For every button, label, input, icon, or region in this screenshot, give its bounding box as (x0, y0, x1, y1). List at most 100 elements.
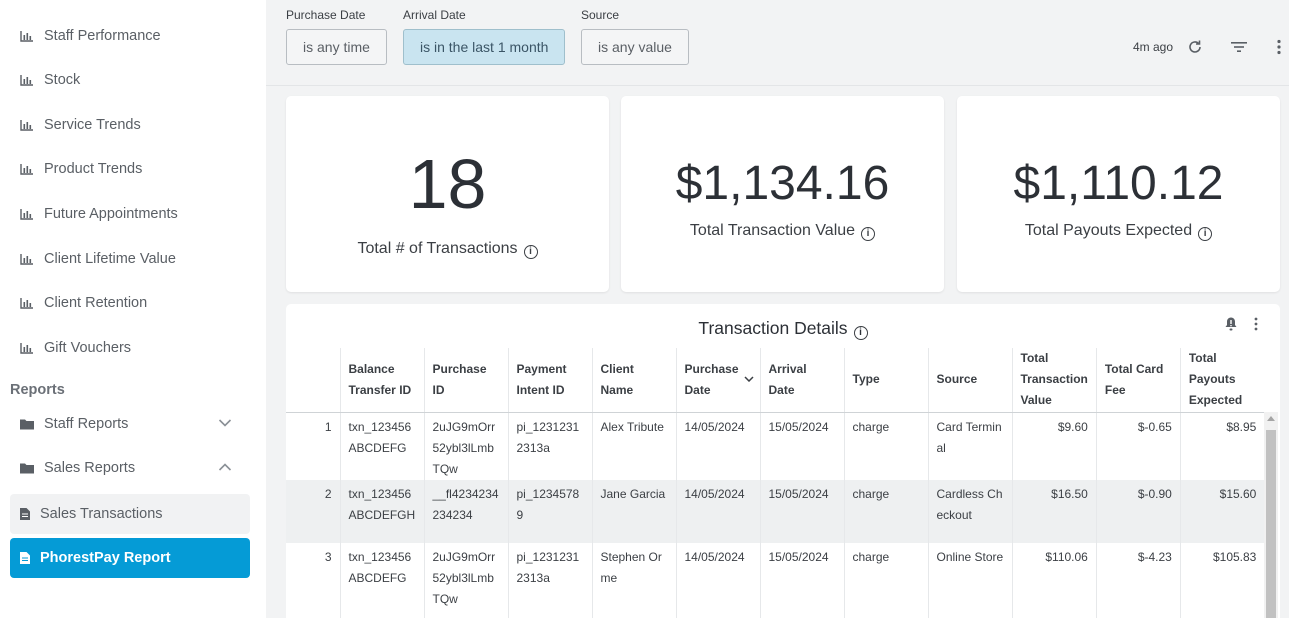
table-cell: __fl4234234234234 (423, 479, 508, 543)
column-header[interactable]: Total Payouts Expected (1179, 348, 1265, 413)
sidebar: Staff Performance Stock Service Trends P… (0, 0, 266, 618)
sidebar-item-staff-performance[interactable]: Staff Performance (20, 24, 161, 48)
table-row[interactable]: 1 txn_123456ABCDEFG 2uJG9mOrr52ybl3lLmbT… (286, 412, 1265, 480)
chevron-down-icon[interactable] (218, 418, 232, 428)
last-updated-text: 4m ago (1133, 40, 1174, 54)
table-row[interactable]: 3 txn_123456ABCDEFG 2uJG9mOrr52ybl3lLmbT… (286, 542, 1265, 618)
table-cell: charge (843, 542, 928, 618)
column-header-sorted[interactable]: Purchase Date (675, 348, 760, 413)
table-cell: $110.06 (1011, 542, 1097, 618)
filter-label: Source (581, 8, 620, 22)
scrollbar-thumb[interactable] (1266, 430, 1276, 618)
sort-descending-icon[interactable] (743, 376, 754, 382)
column-header[interactable]: Total Card Fee (1095, 348, 1181, 413)
column-header[interactable]: Type (843, 348, 928, 413)
table-cell: Online Store (927, 542, 1012, 618)
filter-label: Purchase Date (286, 8, 366, 22)
table-row[interactable]: 2 txn_123456ABCDEFGH __fl4234234234234 p… (286, 479, 1265, 543)
table-cell: Cardless Checkout (927, 479, 1012, 543)
sidebar-item-label: Client Retention (44, 295, 148, 311)
table-cell: txn_123456ABCDEFG (339, 542, 424, 618)
bar-chart-icon (20, 209, 33, 220)
sidebar-item-label: Gift Vouchers (44, 340, 132, 356)
refresh-icon[interactable] (1186, 38, 1204, 56)
kpi-label: Total Transaction Value (689, 222, 856, 239)
scroll-up-arrow-icon[interactable] (1267, 416, 1275, 421)
bar-chart-icon (20, 343, 33, 354)
sidebar-folder-staff-reports[interactable]: Staff Reports (20, 412, 240, 436)
column-header[interactable]: Total Transaction Value (1011, 348, 1097, 413)
sidebar-item-label: Client Lifetime Value (44, 251, 176, 267)
column-header-index (286, 348, 340, 413)
sidebar-item-client-retention[interactable]: Client Retention (20, 291, 147, 315)
filter-icon[interactable] (1230, 38, 1248, 56)
info-icon[interactable]: i (861, 227, 876, 241)
info-icon[interactable]: i (523, 245, 538, 259)
kpi-card-transactions: 18 Total # of Transactions i (286, 96, 609, 292)
info-icon[interactable]: i (1198, 227, 1213, 241)
sidebar-item-label: PhorestPay Report (40, 550, 171, 566)
sidebar-item-phorestpay-report[interactable]: PhorestPay Report (10, 538, 250, 578)
bar-chart-icon (20, 254, 33, 265)
filter-source: Source is any value (581, 8, 689, 65)
column-header[interactable]: Payment Intent ID (507, 348, 592, 413)
kpi-value: $1,134.16 (675, 157, 890, 210)
kpi-label: Total # of Transactions (357, 240, 518, 257)
bar-chart-icon (20, 298, 33, 309)
filter-arrival-date-button[interactable]: is in the last 1 month (403, 29, 566, 65)
sidebar-item-product-trends[interactable]: Product Trends (20, 157, 142, 181)
chevron-up-icon[interactable] (218, 462, 232, 472)
column-header[interactable]: Arrival Date (759, 348, 844, 413)
table-cell: pi_12312312313a (507, 412, 592, 480)
panel-title-row: Transaction Details i (286, 318, 1280, 340)
folder-icon (20, 463, 34, 474)
table-cell: $16.50 (1011, 479, 1097, 543)
kpi-label-row: Total Transaction Value i (621, 222, 944, 241)
table-cell: 14/05/2024 (675, 542, 760, 618)
sidebar-item-label: Service Trends (44, 117, 141, 133)
column-header[interactable]: Source (927, 348, 1012, 413)
table-cell: 15/05/2024 (759, 542, 844, 618)
more-vertical-icon[interactable] (1248, 316, 1264, 332)
sidebar-item-service-trends[interactable]: Service Trends (20, 113, 141, 137)
info-icon[interactable]: i (853, 326, 868, 340)
kpi-label-row: Total Payouts Expected i (957, 222, 1280, 241)
table-cell: pi_12345789 (507, 479, 592, 543)
kpi-card-payouts-expected: $1,110.12 Total Payouts Expected i (957, 96, 1280, 292)
table-cell: 15/05/2024 (759, 412, 844, 480)
bar-chart-icon (20, 164, 33, 175)
filter-label: Arrival Date (403, 8, 466, 22)
kpi-label: Total Payouts Expected (1024, 222, 1193, 239)
filter-source-button[interactable]: is any value (581, 29, 689, 65)
document-icon (20, 552, 30, 564)
table-cell: 14/05/2024 (675, 412, 760, 480)
document-icon (20, 508, 30, 520)
sidebar-item-gift-vouchers[interactable]: Gift Vouchers (20, 336, 131, 360)
table-cell: $105.83 (1179, 542, 1265, 618)
column-header[interactable]: Purchase ID (423, 348, 508, 413)
sidebar-item-stock[interactable]: Stock (20, 68, 80, 92)
sidebar-item-label: Sales Transactions (40, 506, 163, 522)
table-cell: Card Terminal (927, 412, 1012, 480)
filter-purchase-date-button[interactable]: is any time (286, 29, 387, 65)
column-header[interactable]: Client Name (591, 348, 676, 413)
folder-icon (20, 419, 34, 430)
alert-bell-icon[interactable] (1223, 316, 1239, 332)
kpi-card-transaction-value: $1,134.16 Total Transaction Value i (621, 96, 944, 292)
table-cell: txn_123456ABCDEFG (339, 412, 424, 480)
folder-label: Staff Reports (44, 416, 129, 432)
sidebar-item-future-appointments[interactable]: Future Appointments (20, 202, 178, 226)
sidebar-folder-sales-reports[interactable]: Sales Reports (20, 456, 240, 480)
table-cell: Jane Garcia (591, 479, 676, 543)
table-cell: $15.60 (1179, 479, 1265, 543)
column-header[interactable]: Balance Transfer ID (339, 348, 424, 413)
filter-arrival-date: Arrival Date is in the last 1 month (403, 8, 566, 65)
table-cell: pi_12312312313a (507, 542, 592, 618)
more-vertical-icon[interactable] (1270, 38, 1288, 56)
column-header-label: Purchase Date (684, 361, 739, 397)
table-cell: Stephen Orme (591, 542, 676, 618)
sidebar-item-client-lifetime-value[interactable]: Client Lifetime Value (20, 247, 176, 271)
filter-bar: Purchase Date is any time Arrival Date i… (266, 0, 1289, 86)
table-cell: $-4.23 (1095, 542, 1181, 618)
sidebar-item-sales-transactions[interactable]: Sales Transactions (10, 494, 250, 534)
